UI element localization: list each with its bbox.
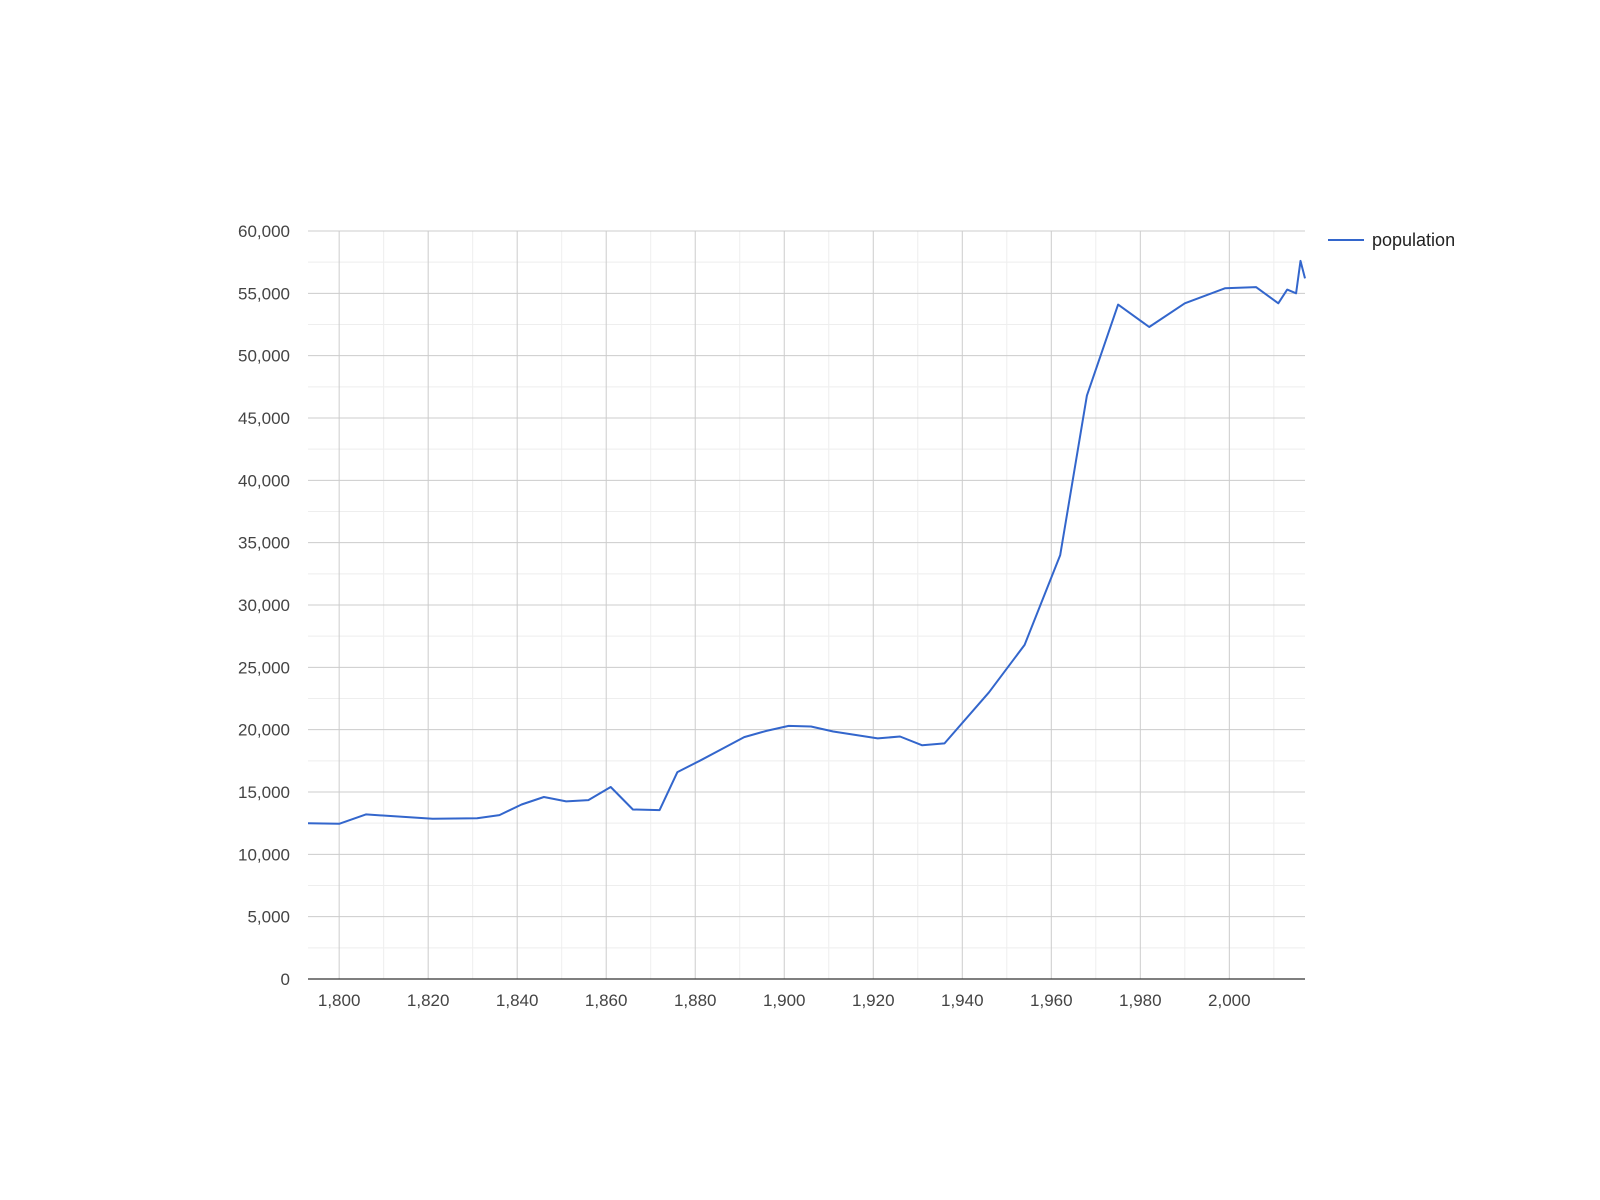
x-tick-label: 1,940 [941,991,984,1010]
x-tick-label: 1,960 [1030,991,1073,1010]
x-tick-label: 1,980 [1119,991,1162,1010]
x-tick-label: 1,840 [496,991,539,1010]
x-tick-label: 1,900 [763,991,806,1010]
y-tick-label: 0 [281,970,290,989]
y-tick-label: 40,000 [238,471,290,490]
x-tick-label: 1,920 [852,991,895,1010]
y-tick-label: 50,000 [238,347,290,366]
y-tick-label: 30,000 [238,596,290,615]
y-tick-label: 55,000 [238,284,290,303]
x-tick-label: 1,860 [585,991,628,1010]
x-tick-label: 1,800 [318,991,361,1010]
y-tick-label: 5,000 [247,908,290,927]
series-line-population [307,259,1306,825]
y-tick-label: 10,000 [238,845,290,864]
axes: 0 5,000 10,000 15,000 20,000 25,000 30,000 35,0… [238,222,1305,1010]
y-tick-label: 20,000 [238,721,290,740]
y-tick-label: 15,000 [238,783,290,802]
y-tick-label: 35,000 [238,534,290,553]
x-tick-label: 2,000 [1208,991,1251,1010]
x-tick-label: 1,880 [674,991,717,1010]
y-tick-label: 60,000 [238,222,290,241]
x-tick-label: 1,820 [407,991,450,1010]
legend-label: population [1372,230,1455,250]
y-tick-label: 45,000 [238,409,290,428]
series-layer [307,259,1306,825]
y-tick-label: 25,000 [238,658,290,677]
grid [308,230,1305,979]
legend: population [1328,230,1455,250]
